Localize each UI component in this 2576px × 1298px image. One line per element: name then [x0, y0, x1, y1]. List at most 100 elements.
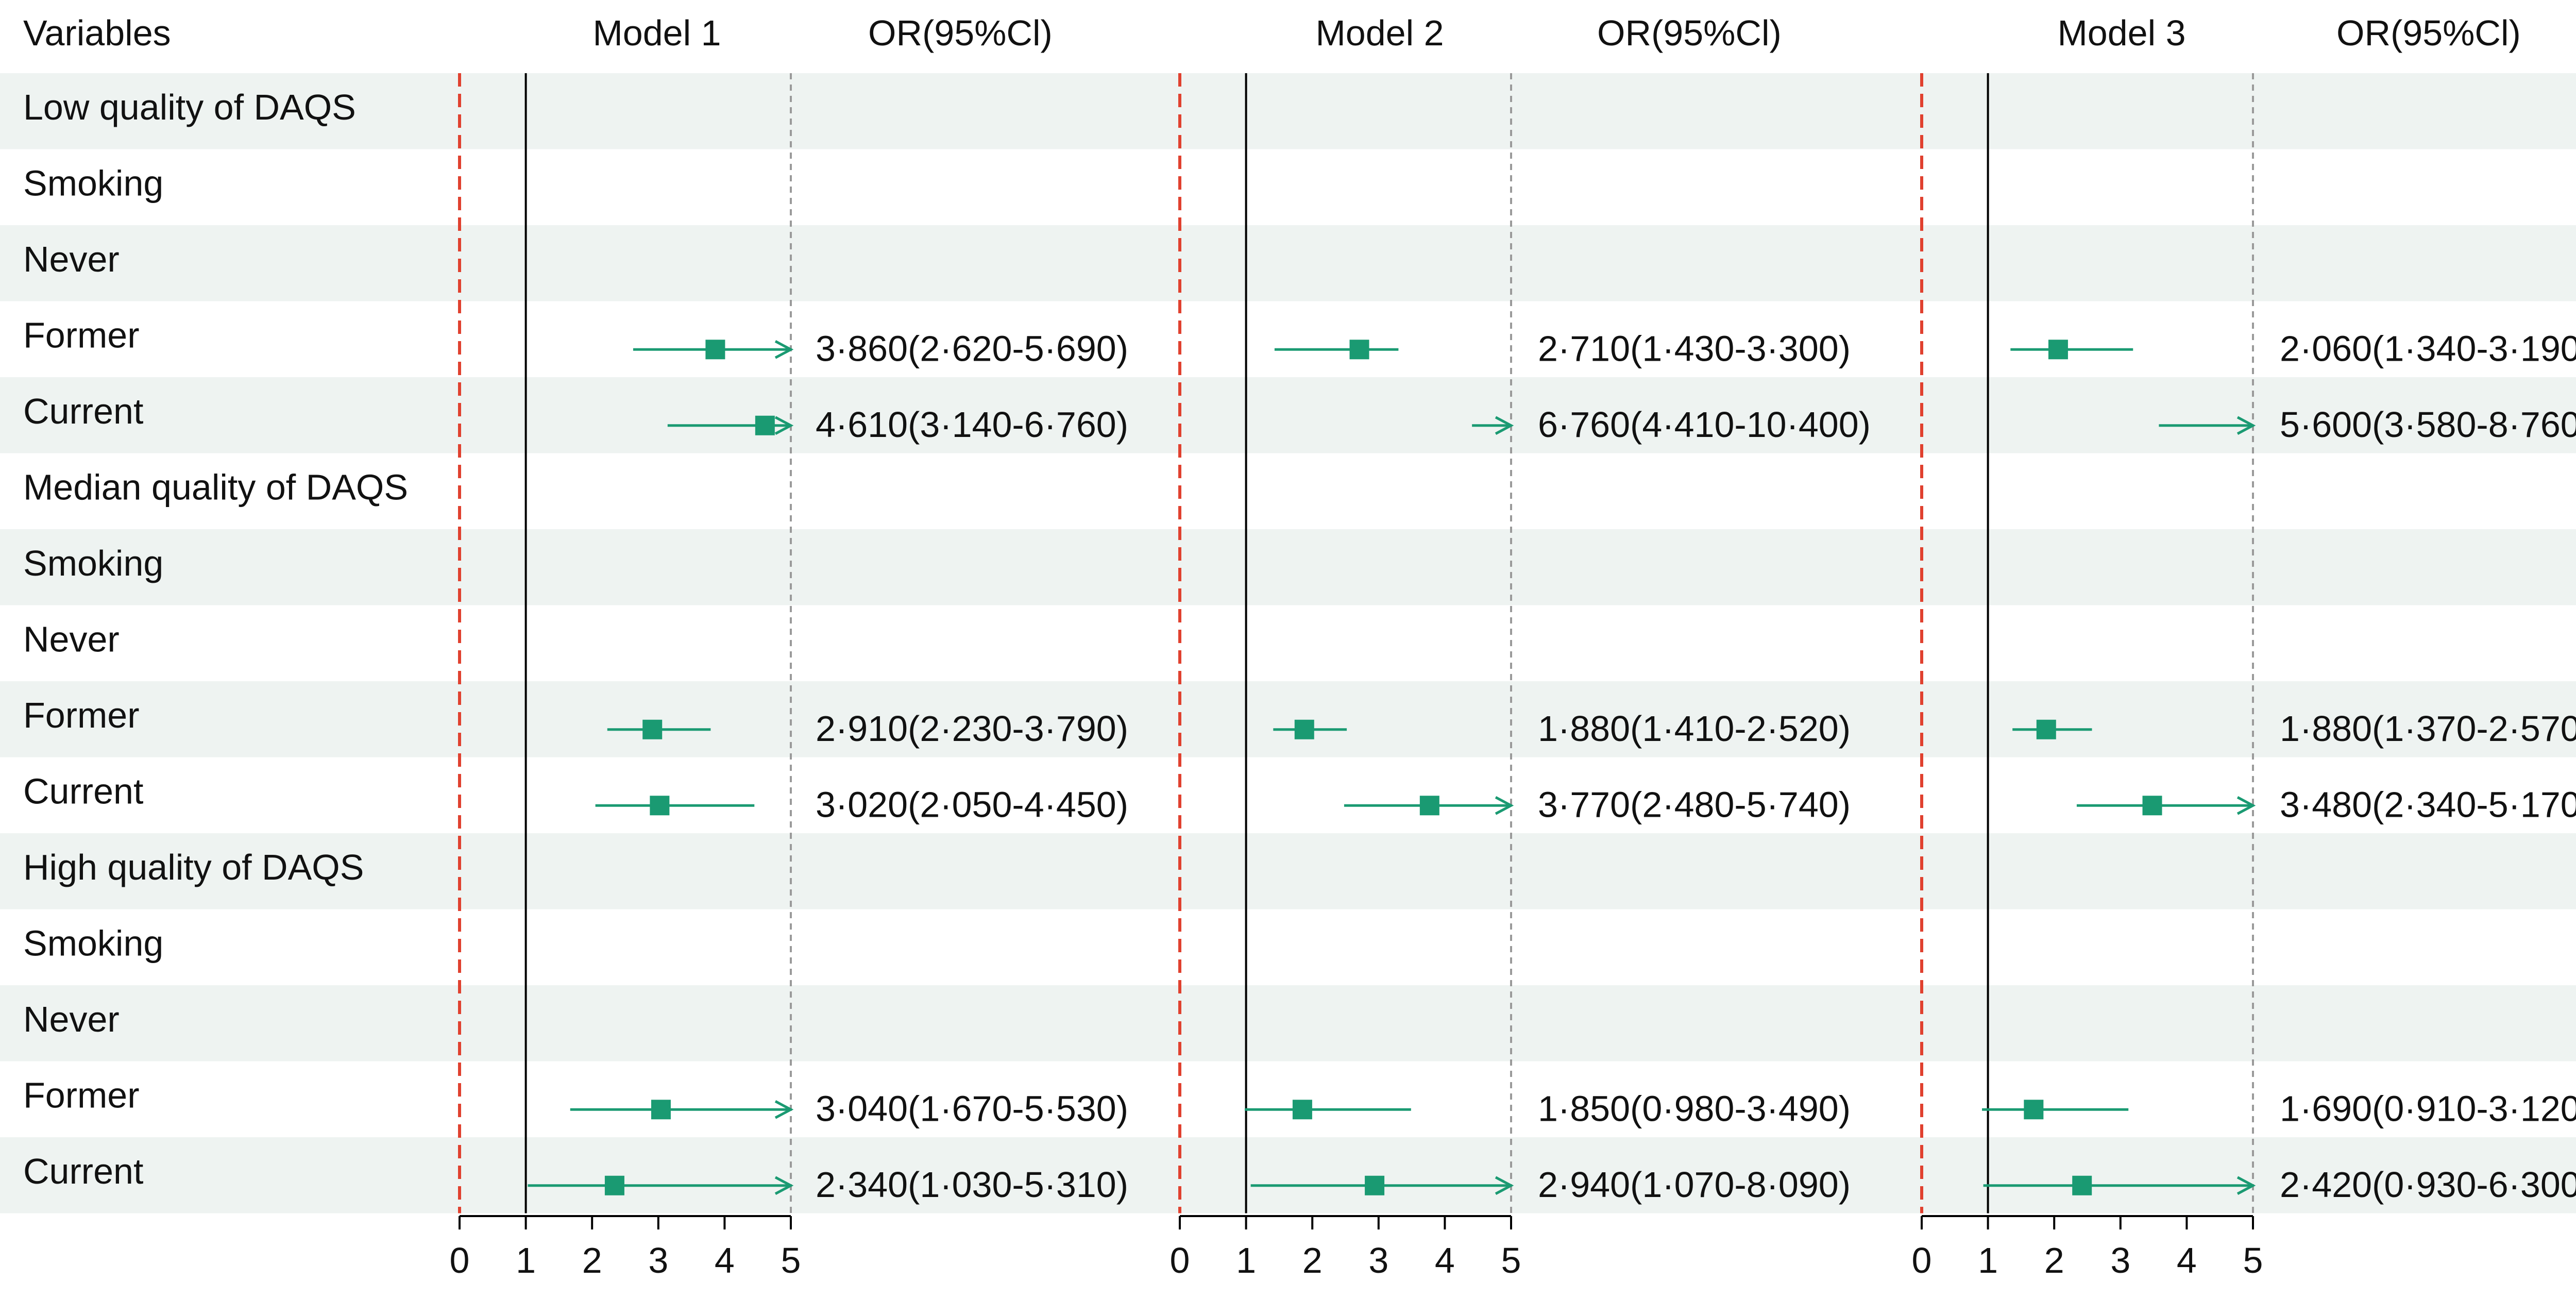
panel-2: Model 2 OR(95%Cl) 0 1 2 3 4 5 2·710(1·430-3·300)… [1170, 13, 1871, 1280]
or-point [642, 719, 663, 739]
row-label: Smoking [23, 543, 163, 583]
or-value-label: 6·760(4·410-10·400) [1538, 404, 1871, 445]
or-value-label: 3·770(2·480-5·740) [1538, 785, 1851, 825]
x-tick-label: 4 [1435, 1240, 1455, 1280]
row-label: Smoking [23, 923, 163, 964]
or-value-label: 2·910(2·230-3·790) [816, 709, 1128, 749]
model-header: Model 1 [592, 13, 721, 53]
x-tick-label: 3 [1368, 1240, 1388, 1280]
ci-truncation-arrow [774, 416, 794, 435]
or-value-label: 2·710(1·430-3·300) [1538, 329, 1851, 369]
row-band [0, 985, 2576, 1061]
row-label: Never [23, 999, 120, 1039]
or-value-label: 1·690(0·910-3·120) [2280, 1089, 2576, 1129]
x-tick-label: 4 [715, 1240, 735, 1280]
row-label: Former [23, 1075, 140, 1116]
ci-truncation-arrow [2236, 416, 2256, 435]
row-label: Smoking [23, 163, 163, 204]
or-point [1419, 796, 1439, 816]
panel-1: Model 1 OR(95%Cl) 0 1 2 3 4 5 3·860(2·620-5·690)… [450, 13, 1129, 1280]
x-tick-label: 3 [2110, 1240, 2130, 1280]
x-tick-label: 4 [2177, 1240, 2197, 1280]
row-band [0, 833, 2576, 909]
or-header: OR(95%Cl) [868, 13, 1053, 53]
or-header: OR(95%Cl) [2336, 13, 2521, 53]
row-label: Never [23, 239, 120, 279]
model-header: Model 3 [2057, 13, 2185, 53]
or-point [755, 415, 775, 435]
x-tick-label: 3 [648, 1240, 668, 1280]
or-point [1349, 340, 1369, 360]
or-point [705, 340, 725, 360]
ci-truncation-arrow [1495, 1176, 1514, 1195]
ci-truncation-arrow [1495, 416, 1514, 435]
or-point [650, 796, 670, 816]
or-point [1365, 1175, 1385, 1195]
variables-header: Variables [23, 13, 171, 53]
panel-3: Model 3 OR(95%Cl) 0 1 2 3 4 5 2·060(1·340-3·190)… [1912, 13, 2576, 1280]
row-label: Former [23, 315, 140, 356]
or-point [2024, 1100, 2044, 1120]
or-value-label: 3·480(2·340-5·170) [2280, 785, 2576, 825]
or-point [2142, 796, 2162, 816]
x-tick-label: 2 [582, 1240, 602, 1280]
or-value-label: 4·610(3·140-6·760) [816, 404, 1128, 445]
or-point [1292, 1100, 1312, 1120]
or-value-label: 5·600(3·580-8·760) [2280, 404, 2576, 445]
row-band [0, 73, 2576, 149]
x-tick-label: 1 [1236, 1240, 1256, 1280]
or-value-label: 1·850(0·980-3·490) [1538, 1089, 1851, 1129]
x-tick-label: 5 [2243, 1240, 2263, 1280]
ci-truncation-arrow [774, 1176, 794, 1195]
header-row: Variables [23, 13, 171, 53]
row-label: Median quality of DAQS [23, 467, 408, 508]
row-label: Low quality of DAQS [23, 87, 356, 127]
row-label: High quality of DAQS [23, 847, 364, 887]
x-tick-label: 0 [1912, 1240, 1932, 1280]
or-value-label: 2·060(1·340-3·190) [2280, 329, 2576, 369]
or-value-label: 2·420(0·930-6·300) [2280, 1165, 2576, 1205]
ci-truncation-arrow [774, 1100, 794, 1119]
or-point [604, 1175, 624, 1195]
row-label: Current [23, 1151, 143, 1191]
row-label: Never [23, 619, 120, 660]
or-point [2048, 340, 2068, 360]
x-tick-label: 5 [781, 1240, 801, 1280]
x-tick-label: 5 [1501, 1240, 1521, 1280]
x-tick-label: 2 [2044, 1240, 2064, 1280]
or-value-label: 1·880(1·410-2·520) [1538, 709, 1851, 749]
row-label: Current [23, 391, 143, 431]
row-band [0, 529, 2576, 605]
or-value-label: 3·040(1·670-5·530) [816, 1089, 1128, 1129]
or-value-label: 1·880(1·370-2·570) [2280, 709, 2576, 749]
ci-truncation-arrow [2236, 1176, 2256, 1195]
or-value-label: 2·340(1·030-5·310) [816, 1165, 1128, 1205]
row-band [0, 225, 2576, 301]
or-point [1294, 719, 1314, 739]
x-tick-label: 0 [450, 1240, 470, 1280]
row-label: Current [23, 771, 143, 812]
or-value-label: 3·860(2·620-5·690) [816, 329, 1128, 369]
model-header: Model 2 [1315, 13, 1444, 53]
or-point [2072, 1175, 2092, 1195]
row-bands [0, 73, 2576, 1213]
x-tick-label: 0 [1170, 1240, 1190, 1280]
or-value-label: 3·020(2·050-4·450) [816, 785, 1128, 825]
row-band [0, 1137, 2576, 1213]
row-band [0, 681, 2576, 757]
or-point [2036, 719, 2056, 739]
ci-truncation-arrow [774, 340, 794, 359]
x-tick-label: 1 [1978, 1240, 1998, 1280]
x-tick-label: 1 [516, 1240, 536, 1280]
model-panels: Model 1 OR(95%Cl) 0 1 2 3 4 5 3·860(2·620-5·690)… [450, 13, 2576, 1280]
or-header: OR(95%Cl) [1597, 13, 1782, 53]
x-tick-label: 2 [1302, 1240, 1323, 1280]
row-band [0, 377, 2576, 453]
or-value-label: 2·940(1·070-8·090) [1538, 1165, 1851, 1205]
row-label: Former [23, 695, 140, 735]
row-labels: Low quality of DAQS Smoking Never Former Cur… [23, 87, 408, 1191]
ci-truncation-arrow [2236, 796, 2256, 815]
or-point [651, 1100, 671, 1120]
ci-truncation-arrow [1495, 796, 1514, 815]
